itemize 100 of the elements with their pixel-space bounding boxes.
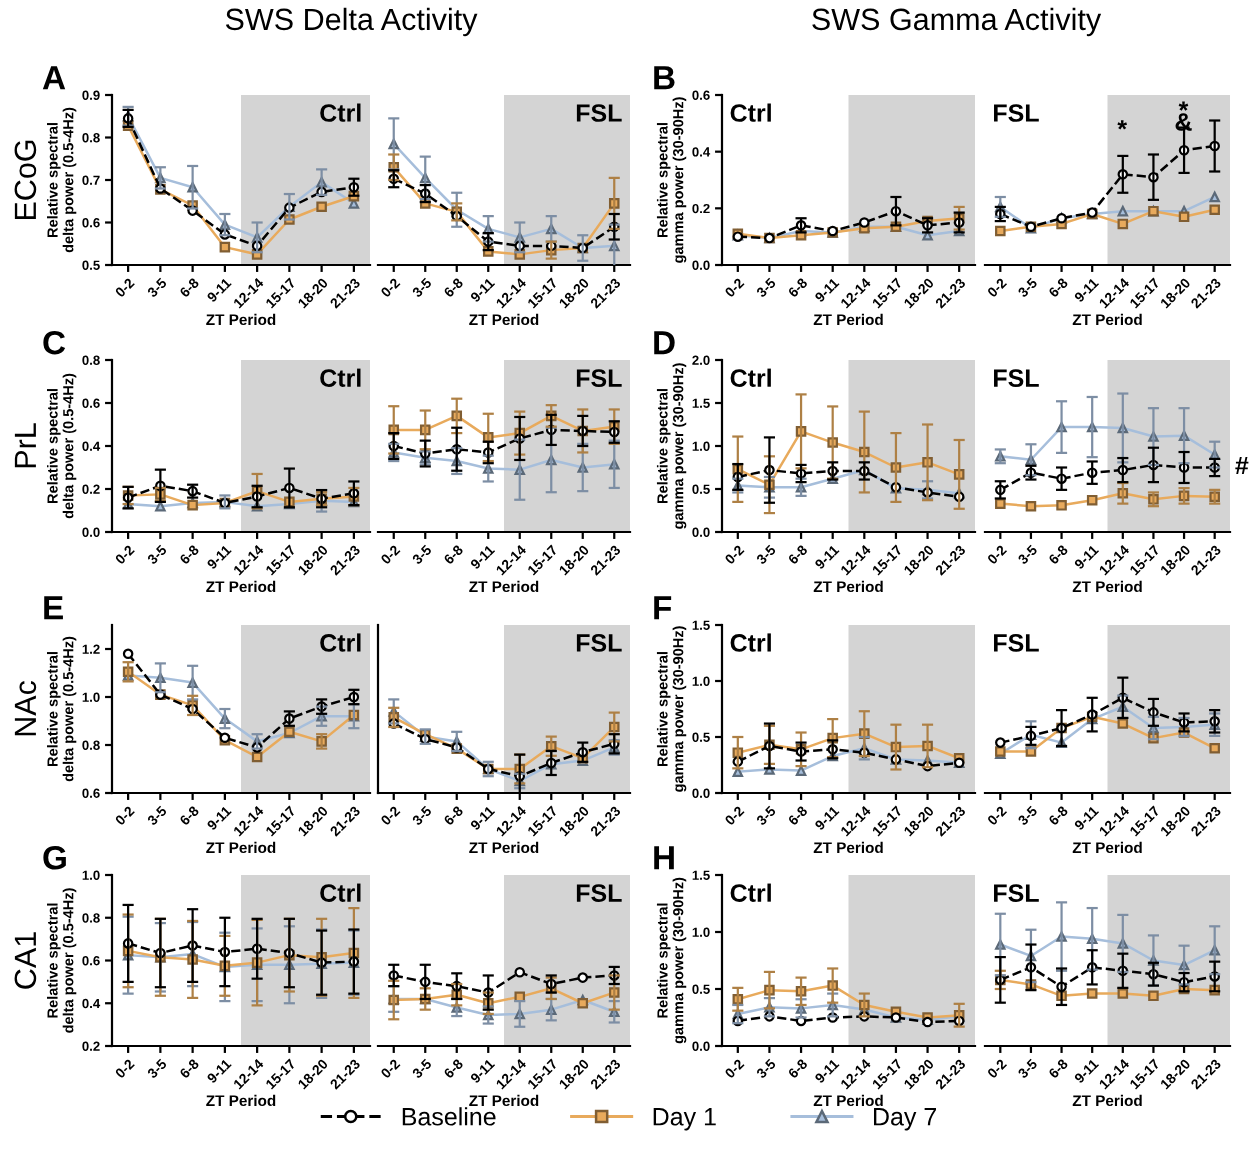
- x-tick-label: 6-8: [179, 544, 200, 565]
- y-tick-label: 1.0: [82, 692, 100, 702]
- x-tick-label: 6-8: [179, 1058, 200, 1079]
- x-axis-title: ZT Period: [813, 580, 883, 593]
- y-axis-title: Relative spectral delta power (0.5-4Hz): [47, 373, 77, 519]
- x-tick-label: 3-5: [755, 544, 777, 565]
- y-tick-label: 0.4: [82, 998, 101, 1009]
- x-axis-title: ZT Period: [206, 841, 276, 854]
- y-tick-label: 1.5: [692, 398, 710, 408]
- x-axis-title: ZT Period: [206, 580, 276, 593]
- x-tick-label: 3-5: [1017, 544, 1038, 565]
- y-tick-label: 0.8: [82, 355, 100, 365]
- y-tick-label: 0.4: [82, 441, 101, 451]
- chart-title: FSL: [994, 104, 1039, 122]
- legend-label: Day 1: [653, 1108, 716, 1131]
- x-tick-label: 9-11: [206, 544, 232, 570]
- x-tick-label: 3-5: [411, 805, 433, 826]
- x-axis-title: ZT Period: [1072, 313, 1142, 326]
- x-tick-label: 9-11: [814, 544, 840, 570]
- text: NAc: [14, 680, 37, 736]
- y-tick-label: 0.9: [82, 90, 100, 100]
- x-tick-label: 9-11: [814, 805, 840, 831]
- x-tick-label: 6-8: [1047, 805, 1069, 826]
- x-axis-title: ZT Period: [206, 1094, 276, 1107]
- x-tick-label: 3-5: [755, 277, 777, 298]
- x-tick-label: 0-2: [114, 544, 135, 565]
- x-axis-title: ZT Period: [1072, 841, 1142, 854]
- text: E: [44, 596, 63, 620]
- y-tick-label: 0.6: [82, 398, 100, 408]
- annotation: *: [1178, 101, 1189, 111]
- y-tick-label: 0.5: [82, 260, 100, 270]
- x-tick-label: 6-8: [787, 544, 808, 565]
- chart-title: Ctrl: [730, 633, 771, 652]
- chart-title: FSL: [576, 884, 622, 902]
- x-tick-label: 0-2: [114, 277, 135, 298]
- text: B: [654, 66, 675, 90]
- x-tick-label: 0-2: [380, 805, 401, 826]
- y-tick-label: 0.8: [82, 133, 100, 143]
- x-tick-label: 0-2: [114, 805, 135, 826]
- y-tick-label: 0.5: [692, 732, 710, 742]
- y-axis-title: Relative spectral gamma power (30-90Hz): [656, 363, 687, 529]
- x-tick-label: 3-5: [411, 1058, 433, 1079]
- chart-title: Ctrl: [730, 103, 771, 122]
- text: G: [43, 845, 66, 870]
- text: CA1: [14, 932, 37, 989]
- y-tick-label: 0.0: [82, 527, 100, 537]
- x-tick-label: 3-5: [1017, 277, 1038, 298]
- text: PrL: [14, 423, 36, 468]
- y-tick-label: 0.6: [82, 218, 100, 228]
- x-tick-label: 0-2: [380, 277, 401, 298]
- y-tick-label: 0.2: [82, 1041, 100, 1051]
- x-tick-label: 3-5: [411, 544, 433, 565]
- text: SWS Gamma Activity: [812, 7, 1102, 37]
- y-tick-label: 0.0: [692, 527, 710, 537]
- x-tick-label: 6-8: [443, 1058, 464, 1079]
- y-tick-label: 0.6: [82, 788, 100, 798]
- x-tick-label: 6-8: [787, 277, 808, 298]
- text: H: [654, 846, 674, 870]
- chart-title: FSL: [994, 369, 1039, 387]
- y-tick-label: 0.6: [82, 956, 100, 966]
- x-tick-label: 0-2: [380, 544, 401, 565]
- y-tick-label: 1.0: [82, 870, 100, 880]
- x-tick-label: 9-11: [814, 1058, 840, 1084]
- text: F: [654, 596, 672, 620]
- y-axis-title: Relative spectral delta power (0.5-4Hz): [47, 107, 77, 253]
- x-tick-label: 0-2: [986, 544, 1008, 565]
- y-tick-label: 0.7: [82, 175, 100, 185]
- annotation: *: [1117, 120, 1128, 130]
- x-tick-label: 9-11: [469, 1058, 496, 1084]
- x-axis-title: ZT Period: [206, 313, 276, 326]
- x-tick-label: 9-11: [1073, 1058, 1100, 1084]
- x-tick-label: 6-8: [443, 805, 464, 826]
- legend-label: Baseline: [402, 1107, 496, 1126]
- x-tick-label: 3-5: [146, 277, 168, 298]
- y-axis-title: Relative spectral gamma power (30-90Hz): [656, 626, 687, 792]
- chart-title: Ctrl: [320, 633, 361, 652]
- x-axis-title: ZT Period: [813, 841, 883, 854]
- x-tick-label: 3-5: [146, 544, 168, 565]
- chart-title: Ctrl: [320, 368, 361, 387]
- y-tick-label: 2.0: [692, 355, 710, 365]
- x-tick-label: 0-2: [986, 277, 1008, 298]
- y-tick-label: 0.0: [692, 788, 710, 798]
- x-axis-title: ZT Period: [813, 1094, 883, 1107]
- text: D: [654, 331, 675, 355]
- chart-title: FSL: [576, 369, 622, 387]
- x-tick-label: 6-8: [179, 277, 200, 298]
- text: SWS Delta Activity: [225, 7, 478, 37]
- x-tick-label: 3-5: [411, 277, 433, 298]
- x-tick-label: 0-2: [986, 1058, 1008, 1079]
- x-tick-label: 6-8: [443, 277, 464, 298]
- x-axis-title: ZT Period: [813, 313, 883, 326]
- x-tick-label: 0-2: [724, 544, 745, 565]
- x-tick-label: 3-5: [146, 1058, 168, 1079]
- x-tick-label: 6-8: [1047, 277, 1069, 298]
- y-axis-title: Relative spectral gamma power (30-90Hz): [656, 877, 687, 1044]
- x-axis-title: ZT Period: [469, 313, 539, 326]
- chart-title: Ctrl: [730, 368, 771, 387]
- y-tick-label: 1.0: [692, 676, 710, 686]
- text: #: [1235, 456, 1249, 474]
- y-axis-title: Relative spectral delta power (0.5-4Hz): [47, 636, 77, 782]
